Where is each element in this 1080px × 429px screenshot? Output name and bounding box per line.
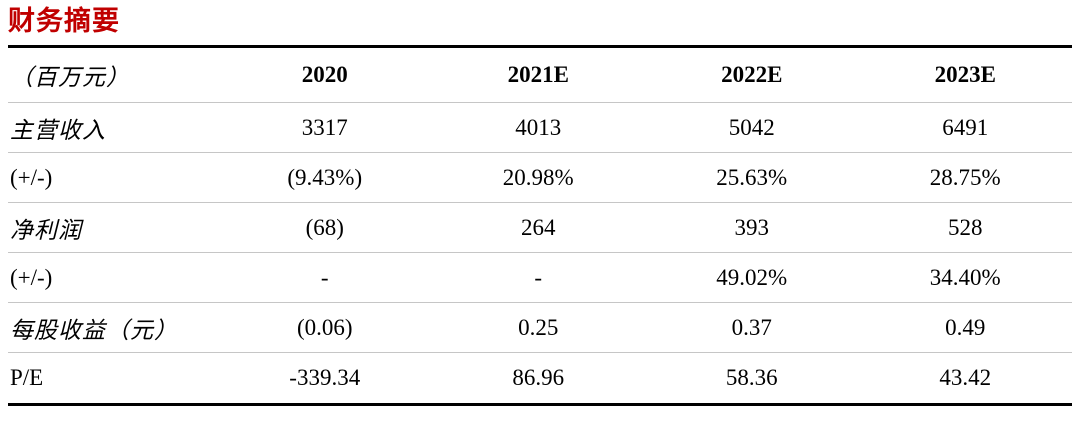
cell-value: 25.63%: [716, 164, 788, 190]
table-row-net-profit: 净利润 (68) 264 393 528: [8, 203, 1072, 253]
cell-value: 4013: [515, 114, 562, 140]
table-row-profit-growth: (+/-) - - 49.02% 34.40%: [8, 253, 1072, 303]
column-header-2020: 2020: [301, 62, 348, 87]
table-row-revenue-growth: (+/-) (9.43%) 20.98% 25.63% 28.75%: [8, 153, 1072, 203]
table-row-eps: 每股收益（元） (0.06) 0.25 0.37 0.49: [8, 303, 1072, 353]
table-row-revenue: 主营收入 3317 4013 5042 6491: [8, 103, 1072, 153]
cell-value: 28.75%: [929, 164, 1001, 190]
section-title: 财务摘要: [8, 6, 120, 36]
table-header-row: （百万元） 2020 2021E 2022E 2023E: [8, 48, 1072, 103]
cell-value: 43.42: [939, 365, 992, 390]
cell-value: 34.40%: [929, 264, 1001, 290]
cell-value: 528: [948, 214, 983, 240]
column-header-2021e: 2021E: [507, 62, 569, 87]
cell-value: 0.37: [731, 314, 772, 340]
cell-value: (9.43%): [287, 164, 363, 190]
cell-value: (68): [305, 214, 344, 240]
cell-value: 3317: [301, 114, 348, 140]
cell-value: -339.34: [289, 365, 361, 390]
row-label: P/E: [10, 365, 44, 390]
row-label: 主营收入: [10, 117, 106, 143]
cell-value: 393: [734, 214, 770, 240]
financial-summary-table: （百万元） 2020 2021E 2022E 2023E 主营收入 3317 4…: [8, 45, 1072, 406]
cell-value: 49.02%: [716, 264, 788, 290]
column-header-2023e: 2023E: [934, 62, 996, 87]
cell-value: -: [320, 264, 329, 290]
column-header-2022e: 2022E: [721, 62, 783, 87]
cell-value: (0.06): [296, 314, 353, 340]
row-label: 净利润: [10, 217, 82, 243]
cell-value: 0.25: [518, 314, 559, 340]
cell-value: 86.96: [512, 365, 565, 390]
row-label: (+/-): [10, 264, 53, 290]
cell-value: 6491: [942, 114, 989, 140]
row-label: 每股收益（元）: [10, 317, 178, 343]
cell-value: 58.36: [725, 365, 778, 390]
table-row-pe: P/E -339.34 86.96 58.36 43.42: [8, 353, 1072, 403]
unit-header-cell: （百万元）: [10, 65, 130, 90]
cell-value: -: [534, 264, 543, 290]
row-label: (+/-): [10, 164, 53, 190]
cell-value: 20.98%: [502, 164, 574, 190]
cell-value: 5042: [728, 114, 775, 140]
cell-value: 0.49: [945, 314, 986, 340]
cell-value: 264: [521, 214, 556, 240]
